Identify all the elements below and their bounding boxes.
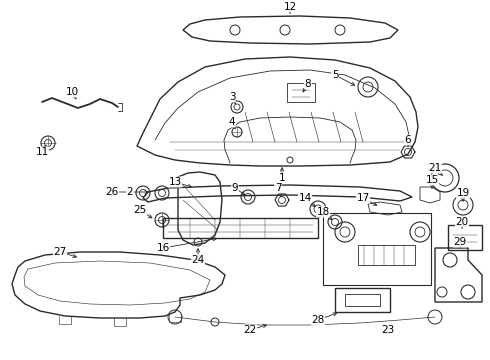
Text: 4: 4 [229, 117, 235, 127]
Text: 6: 6 [405, 135, 411, 145]
Text: 21: 21 [428, 163, 441, 173]
Text: 29: 29 [453, 237, 466, 247]
Bar [323, 213, 431, 285]
Text: 14: 14 [298, 193, 312, 203]
Text: 9: 9 [232, 183, 238, 193]
Text: 11: 11 [35, 147, 49, 157]
Text: 5: 5 [332, 70, 338, 80]
Text: 7: 7 [275, 183, 281, 193]
Text: 20: 20 [455, 217, 468, 227]
Text: 26: 26 [105, 187, 119, 197]
Text: 15: 15 [425, 175, 439, 185]
Text: 19: 19 [456, 188, 469, 198]
Text: 25: 25 [133, 205, 147, 215]
Text: 8: 8 [305, 79, 311, 89]
Text: 27: 27 [53, 247, 67, 257]
Text: 18: 18 [317, 207, 330, 217]
Text: 10: 10 [66, 87, 78, 97]
Text: 1: 1 [279, 173, 285, 183]
Text: 28: 28 [311, 315, 325, 325]
Text: 13: 13 [169, 177, 182, 187]
Text: 2: 2 [127, 187, 133, 197]
Text: 17: 17 [356, 193, 369, 203]
Text: 22: 22 [244, 325, 257, 335]
Text: 3: 3 [229, 92, 235, 102]
Text: 12: 12 [283, 2, 296, 12]
Text: 24: 24 [192, 255, 205, 265]
Text: 23: 23 [381, 325, 394, 335]
Text: 16: 16 [156, 243, 170, 253]
